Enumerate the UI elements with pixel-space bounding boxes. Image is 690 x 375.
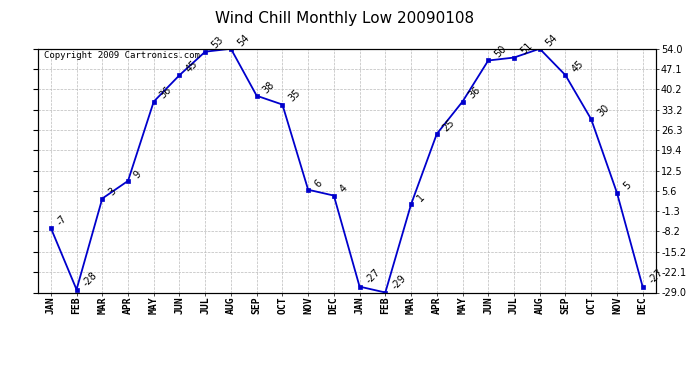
Text: 9: 9 <box>132 169 144 180</box>
Text: 3: 3 <box>106 186 118 198</box>
Text: 35: 35 <box>286 88 302 104</box>
Text: 45: 45 <box>570 58 585 74</box>
Text: -7: -7 <box>55 213 69 227</box>
Text: 54: 54 <box>544 32 560 48</box>
Text: 50: 50 <box>493 44 509 60</box>
Text: Copyright 2009 Cartronics.com: Copyright 2009 Cartronics.com <box>44 51 200 60</box>
Text: 51: 51 <box>518 41 534 57</box>
Text: 1: 1 <box>415 192 426 204</box>
Text: 5: 5 <box>621 180 633 192</box>
Text: Wind Chill Monthly Low 20090108: Wind Chill Monthly Low 20090108 <box>215 11 475 26</box>
Text: 6: 6 <box>313 177 324 189</box>
Text: 30: 30 <box>595 103 611 118</box>
Text: 36: 36 <box>158 85 174 101</box>
Text: 36: 36 <box>466 85 482 101</box>
Text: 25: 25 <box>441 117 457 133</box>
Text: -29: -29 <box>389 273 408 292</box>
Text: 53: 53 <box>209 35 225 51</box>
Text: -27: -27 <box>647 267 665 286</box>
Text: 54: 54 <box>235 32 251 48</box>
Text: 45: 45 <box>184 58 199 74</box>
Text: 4: 4 <box>338 183 349 195</box>
Text: -28: -28 <box>81 270 99 289</box>
Text: 38: 38 <box>261 79 277 95</box>
Text: -27: -27 <box>364 267 382 286</box>
